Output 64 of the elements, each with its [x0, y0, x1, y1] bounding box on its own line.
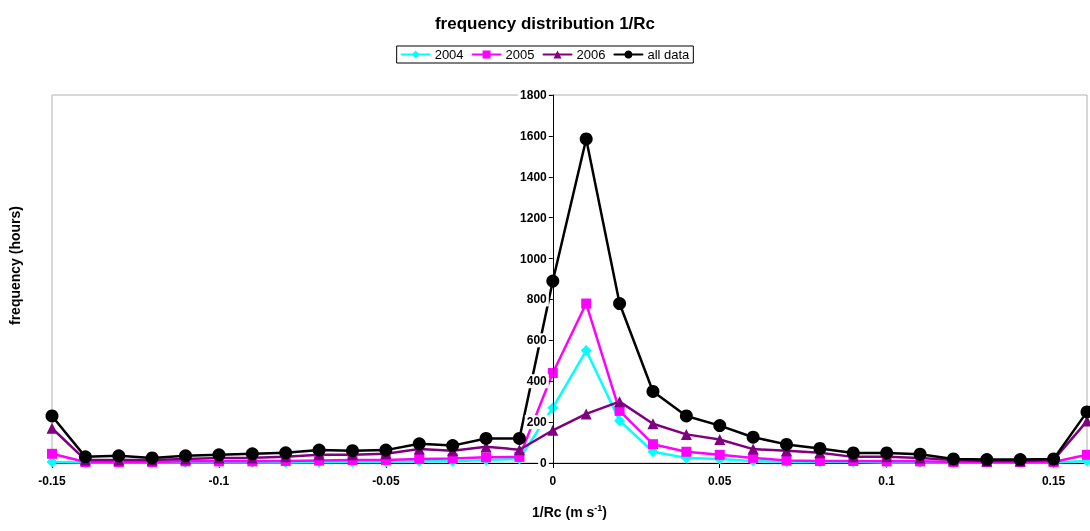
x-tick-label: 0	[549, 474, 557, 488]
point	[112, 449, 126, 463]
point	[279, 446, 293, 460]
point	[245, 447, 259, 461]
point	[780, 437, 794, 451]
point	[579, 132, 593, 146]
point	[581, 298, 592, 309]
point	[614, 405, 625, 416]
legend-label: 2006	[576, 47, 606, 62]
point	[679, 409, 693, 423]
y-tick-label: 200	[526, 415, 548, 430]
point	[614, 396, 626, 408]
point	[614, 415, 626, 427]
point	[747, 443, 759, 455]
x-tick-label: -0.15	[38, 474, 66, 488]
point	[78, 450, 92, 464]
point	[513, 444, 525, 456]
y-tick-label: 600	[526, 333, 548, 348]
point	[713, 419, 727, 433]
y-tick-label: 1200	[520, 210, 548, 225]
y-tick-label: 400	[526, 374, 548, 389]
y-tick-label: 1400	[520, 169, 548, 184]
point	[646, 384, 660, 398]
point	[681, 446, 692, 457]
point	[846, 446, 860, 460]
point	[714, 449, 725, 460]
x-tick-label: -0.05	[372, 474, 400, 488]
point	[680, 428, 692, 440]
point	[446, 439, 460, 453]
x-tick-label: 0.15	[1041, 474, 1066, 488]
point	[547, 424, 559, 436]
y-tick-label: 1800	[520, 88, 548, 102]
point	[212, 448, 226, 462]
y-tick-label: 0	[540, 456, 548, 470]
legend-label: all data	[647, 47, 691, 62]
point	[746, 430, 760, 444]
point	[580, 345, 592, 357]
point	[714, 433, 726, 445]
point	[647, 418, 659, 430]
point	[346, 444, 359, 458]
point	[479, 431, 493, 445]
legend-label: 2004	[434, 47, 464, 62]
point	[412, 437, 426, 451]
legend-label: 2005	[505, 47, 535, 62]
x-tick-label: 0.05	[708, 474, 732, 488]
point	[512, 431, 526, 445]
y-tick-label: 1000	[520, 251, 548, 266]
x-tick-label: -0.1	[208, 474, 230, 488]
point	[647, 439, 658, 450]
point	[179, 449, 193, 463]
y-tick-label: 800	[526, 292, 548, 307]
y-axis-title: frequency (hours)	[7, 205, 23, 326]
point	[813, 441, 827, 455]
point	[47, 448, 57, 459]
chart-title: frequency distribution 1/Rc	[434, 14, 656, 33]
y-tick-label: 1600	[520, 128, 548, 143]
point	[913, 447, 927, 461]
point	[880, 446, 894, 460]
point	[613, 297, 627, 311]
point	[312, 443, 326, 457]
point	[45, 409, 59, 423]
point	[379, 443, 393, 457]
x-tick-label: 0.1	[878, 474, 896, 488]
point	[580, 408, 592, 420]
